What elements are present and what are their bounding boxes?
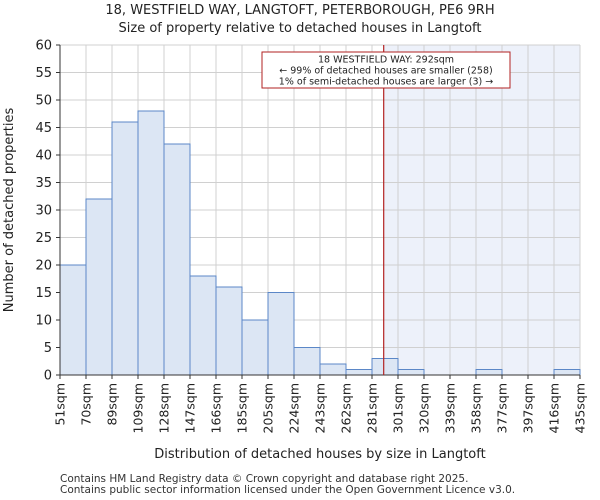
bar [111,121,139,376]
y-tick-label: 55 [35,66,52,81]
y-tick-label: 10 [35,314,52,329]
y-tick-label: 30 [35,204,52,219]
y-tick-label: 25 [35,231,52,246]
bar [189,275,217,376]
footer-licence: Contains public sector information licen… [60,484,516,496]
x-tick-label: 185sqm [235,383,250,433]
y-tick-label: 50 [35,94,52,109]
bar [293,347,321,376]
y-tick-label: 35 [35,176,52,191]
bar [267,292,295,376]
x-tick-label: 339sqm [443,383,458,433]
bar [241,319,269,376]
annotation-box [261,51,511,89]
chart-title: 18, WESTFIELD WAY, LANGTOFT, PETERBOROUG… [105,3,495,18]
y-tick-label: 45 [35,121,52,136]
bar [475,369,503,376]
x-tick-label: 281sqm [365,383,380,433]
x-tick-label: 377sqm [495,383,510,433]
x-tick-label: 397sqm [521,383,536,433]
x-tick-label: 416sqm [547,383,562,433]
bar [319,363,347,376]
x-tick-label: 320sqm [417,383,432,433]
x-tick-label: 51sqm [53,383,68,426]
bar [137,110,165,376]
bar [397,369,425,376]
bar [215,286,243,376]
y-tick-label: 5 [44,341,52,356]
y-tick-label: 40 [35,149,52,164]
y-tick-label: 15 [35,286,52,301]
x-tick-label: 147sqm [183,383,198,433]
x-tick-label: 128sqm [157,383,172,433]
x-tick-label: 89sqm [105,383,120,426]
x-tick-label: 109sqm [131,383,146,433]
bar [163,143,191,376]
x-tick-label: 70sqm [79,383,94,426]
annotation-text: 18 WESTFIELD WAY: 292sqm [318,55,454,66]
bar [59,264,87,376]
x-tick-label: 262sqm [339,383,354,433]
y-axis-label: Number of detached properties [2,108,17,313]
y-tick-label: 60 [35,39,52,54]
y-tick-label: 0 [44,369,52,384]
x-tick-label: 435sqm [573,383,588,433]
x-axis-label: Distribution of detached houses by size … [154,447,485,462]
y-tick-label: 20 [35,259,52,274]
footer-copyright: Contains HM Land Registry data © Crown c… [60,473,469,485]
x-tick-label: 224sqm [287,383,302,433]
bar [553,369,581,376]
annotation-text: ← 99% of detached houses are smaller (25… [279,66,492,77]
bar [85,198,113,376]
x-tick-label: 243sqm [313,383,328,433]
bar [371,358,399,376]
x-tick-label: 166sqm [209,383,224,433]
chart-subtitle: Size of property relative to detached ho… [118,21,482,36]
x-tick-label: 358sqm [469,383,484,433]
x-tick-label: 301sqm [391,383,406,433]
x-tick-label: 205sqm [261,383,276,433]
bar [345,369,373,376]
annotation-text: 1% of semi-detached houses are larger (3… [279,77,493,88]
